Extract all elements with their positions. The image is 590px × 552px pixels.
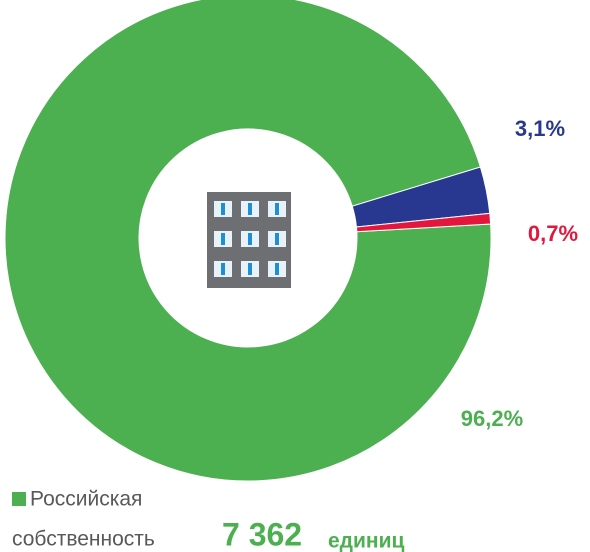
legend-label: собственность [12, 528, 155, 551]
legend-swatch [12, 492, 26, 506]
legend-count: 7 362 [222, 516, 302, 552]
value-label: 0,7% [528, 221, 578, 246]
value-label: 3,1% [515, 116, 565, 141]
legend-label: Российская [30, 488, 142, 511]
donut-slice [355, 212, 492, 233]
donut-slice [4, 0, 492, 482]
building-icon [207, 192, 291, 288]
value-label: 96,2% [461, 406, 523, 431]
legend-unit: единиц [328, 530, 405, 552]
